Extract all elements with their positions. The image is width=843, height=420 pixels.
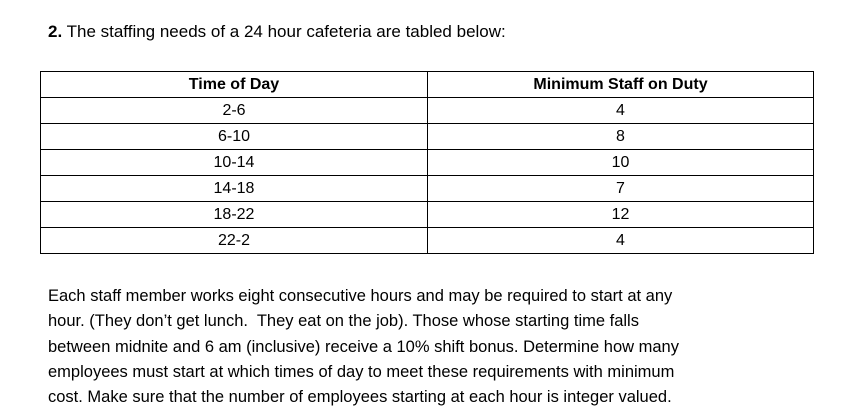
- table-body: 2-6 4 6-10 8 10-14 10 14-18 7 18-22 12 22-2 4: [40, 97, 814, 254]
- table-cell: 10-14: [40, 149, 428, 176]
- question-intro: The staffing needs of a 24 hour cafeteri…: [66, 22, 506, 41]
- table-row: 10-14 10: [40, 149, 814, 176]
- table-cell: 18-22: [40, 201, 428, 228]
- question-number: 2.: [48, 22, 63, 41]
- table-row: 22-2 4: [40, 227, 814, 254]
- table-cell: 22-2: [40, 227, 428, 254]
- staffing-table: Time of Day Minimum Staff on Duty 2-6 4 6-…: [40, 71, 814, 254]
- table-cell: 2-6: [40, 97, 428, 124]
- table-cell: 4: [427, 97, 814, 124]
- table-cell: 10: [427, 149, 814, 176]
- table-row: 14-18 7: [40, 175, 814, 202]
- header-row: Time of Day Minimum Staff on Duty: [40, 71, 814, 98]
- table-cell: 8: [427, 123, 814, 150]
- paragraph-line: hour. (They don’t get lunch. They eat on…: [48, 312, 639, 331]
- paragraph-line: employees must start at which times of d…: [48, 362, 675, 381]
- paragraph: Each staff member works eight consecutiv…: [48, 284, 679, 410]
- paragraph-line: between midnite and 6 am (inclusive) rec…: [48, 337, 679, 356]
- header-cell: Minimum Staff on Duty: [427, 71, 814, 98]
- question: 2. The staffing needs of a 24 hour cafet…: [48, 22, 506, 42]
- paragraph-line: Each staff member works eight consecutiv…: [48, 287, 673, 305]
- table-cell: 6-10: [40, 123, 428, 150]
- table-cell: 7: [427, 175, 814, 202]
- table-row: 6-10 8: [40, 123, 814, 150]
- table-cell: 14-18: [40, 175, 428, 202]
- header-cell: Time of Day: [40, 71, 428, 98]
- table-row: 2-6 4: [40, 97, 814, 124]
- table-row: 18-22 12: [40, 201, 814, 228]
- paragraph-line: cost. Make sure that the number of emplo…: [48, 388, 672, 407]
- table-cell: 4: [427, 227, 814, 254]
- table-cell: 12: [427, 201, 814, 228]
